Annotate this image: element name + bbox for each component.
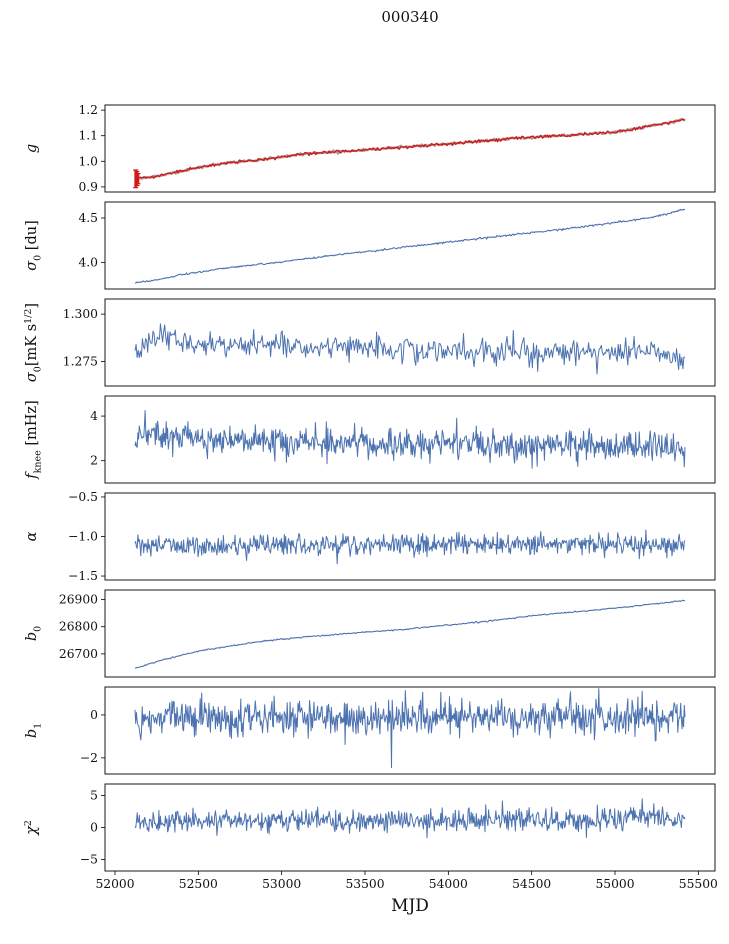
panel-frame — [104, 686, 716, 775]
y-axis-label-sigma0-du: σ0 [du] — [24, 220, 44, 271]
x-tick-label: 54000 — [429, 877, 468, 891]
figure-title: 000340 — [381, 8, 439, 26]
series-chi2 — [134, 798, 686, 839]
panel-b1: −2 0 b1 — [24, 686, 716, 775]
series-gain — [134, 118, 686, 181]
panel-frame — [104, 395, 716, 484]
y-axis-label-chi2: χ2 — [23, 820, 40, 836]
series-b1 — [134, 688, 686, 769]
y-tick-label: 4.0 — [78, 255, 98, 269]
panel-sigma0-mk: 1.275 1.300 σ0[mK s1/2] — [23, 298, 716, 387]
x-axis-label: MJD — [391, 896, 429, 916]
x-tick-label: 53500 — [345, 877, 384, 891]
series-sigma0-du — [134, 208, 686, 284]
y-axis-label-b1: b1 — [24, 723, 44, 738]
panel-frame — [104, 783, 716, 872]
y-tick-label: −2 — [80, 751, 98, 765]
y-axis-label-g: g — [24, 144, 40, 153]
y-tick-label: 2 — [90, 454, 98, 468]
x-tick-label: 52000 — [95, 877, 134, 891]
y-tick-label: 1.300 — [63, 307, 98, 321]
y-tick-label: 4 — [90, 409, 98, 423]
x-tick-label: 52500 — [179, 877, 218, 891]
y-tick-label: 1.1 — [78, 129, 98, 143]
y-tick-label: 4.5 — [78, 211, 98, 225]
y-tick-label: 1.0 — [78, 154, 98, 168]
y-tick-label: 1.275 — [63, 354, 98, 368]
panel-chi2: −5 0 5 χ2 52000 52500 53000 53500 54000 54500 5500… — [23, 783, 718, 891]
y-tick-label: −1.0 — [68, 530, 98, 544]
y-tick-label: 0.9 — [78, 180, 98, 194]
panel-frame — [104, 201, 716, 290]
y-tick-label: −1.5 — [68, 569, 98, 583]
y-tick-label: 0 — [90, 708, 98, 722]
y-axis-label-alpha: α — [24, 531, 40, 541]
y-axis-label-sigma0-mk: σ0[mK s1/2] — [23, 303, 44, 382]
series-fknee — [134, 410, 686, 469]
panel-sigma0-du: 4.0 4.5 σ0 [du] — [24, 201, 716, 290]
panel-alpha: −1.5 −1.0 −0.5 α — [24, 490, 716, 583]
y-axis-label-b0: b0 — [24, 626, 44, 641]
y-axis-label-fknee: fknee [mHz] — [24, 400, 44, 479]
series-sigma0-mk — [134, 323, 686, 375]
y-tick-label: 5 — [90, 789, 98, 803]
y-tick-label: 1.2 — [78, 103, 98, 117]
panel-fknee: 2 4 fknee [mHz] — [24, 395, 716, 484]
x-tick-label: 53000 — [262, 877, 301, 891]
y-tick-label: 26700 — [59, 647, 98, 661]
panel-frame — [104, 104, 716, 193]
x-tick-label: 55500 — [679, 877, 718, 891]
panel-frame — [104, 589, 716, 678]
y-tick-label: −5 — [80, 852, 98, 866]
series-alpha — [134, 529, 686, 565]
y-tick-label: −0.5 — [68, 490, 98, 504]
series-gain-reference — [134, 117, 686, 181]
x-tick-label: 55000 — [595, 877, 634, 891]
y-tick-label: 26900 — [59, 593, 98, 607]
panel-frame — [104, 492, 716, 581]
series-b0 — [134, 599, 686, 669]
panel-g: 0.9 1.0 1.1 1.2 g — [24, 103, 716, 194]
y-tick-label: 26800 — [59, 620, 98, 634]
panel-frame — [104, 298, 716, 387]
y-tick-label: 0 — [90, 821, 98, 835]
panel-b0: 26700 26800 26900 b0 — [24, 589, 716, 678]
x-tick-label: 54500 — [512, 877, 551, 891]
